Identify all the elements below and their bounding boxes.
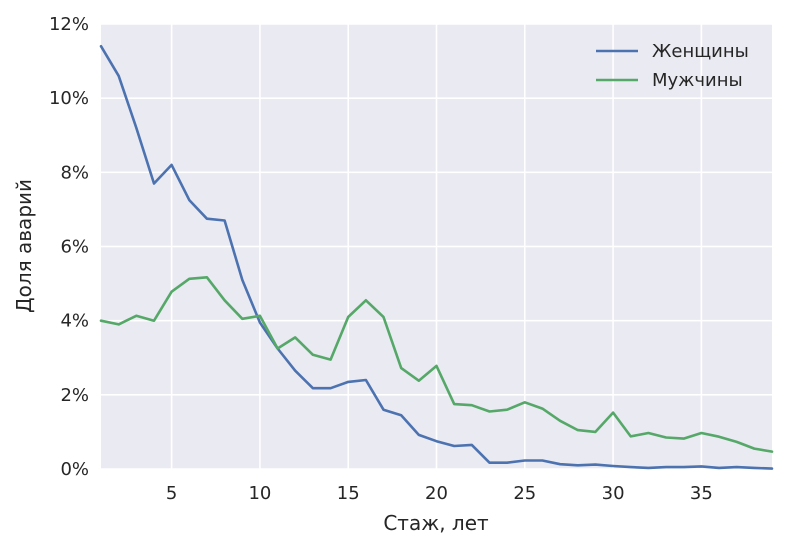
series-lines (99, 44, 774, 470)
y-axis-label: Доля аварий (12, 179, 36, 313)
x-tick-label: 35 (690, 483, 713, 504)
x-tick-label: 30 (602, 483, 625, 504)
y-tick-label: 10% (49, 88, 89, 109)
x-tick-labels: 5 10 15 20 25 30 35 (166, 483, 713, 504)
series-line-2 (99, 275, 774, 453)
x-axis-label: Стаж, лет (383, 511, 489, 535)
x-tick-label: 15 (337, 483, 360, 504)
legend: Женщины Мужчины (596, 41, 749, 91)
grid (101, 23, 772, 470)
y-tick-label: 12% (49, 14, 89, 35)
x-tick-label: 5 (166, 483, 177, 504)
y-tick-label: 8% (60, 162, 89, 183)
y-tick-label: 4% (60, 311, 89, 332)
y-tick-label: 6% (60, 237, 89, 258)
legend-label-1: Женщины (652, 41, 749, 62)
y-tick-label: 2% (60, 385, 89, 406)
y-tick-labels: 0% 2% 4% 6% 8% 10% 12% (49, 14, 89, 480)
legend-label-2: Мужчины (652, 70, 743, 91)
x-tick-label: 10 (248, 483, 271, 504)
series-line-1 (99, 44, 774, 470)
y-tick-label: 0% (60, 459, 89, 480)
x-tick-label: 25 (513, 483, 536, 504)
x-tick-label: 20 (425, 483, 448, 504)
